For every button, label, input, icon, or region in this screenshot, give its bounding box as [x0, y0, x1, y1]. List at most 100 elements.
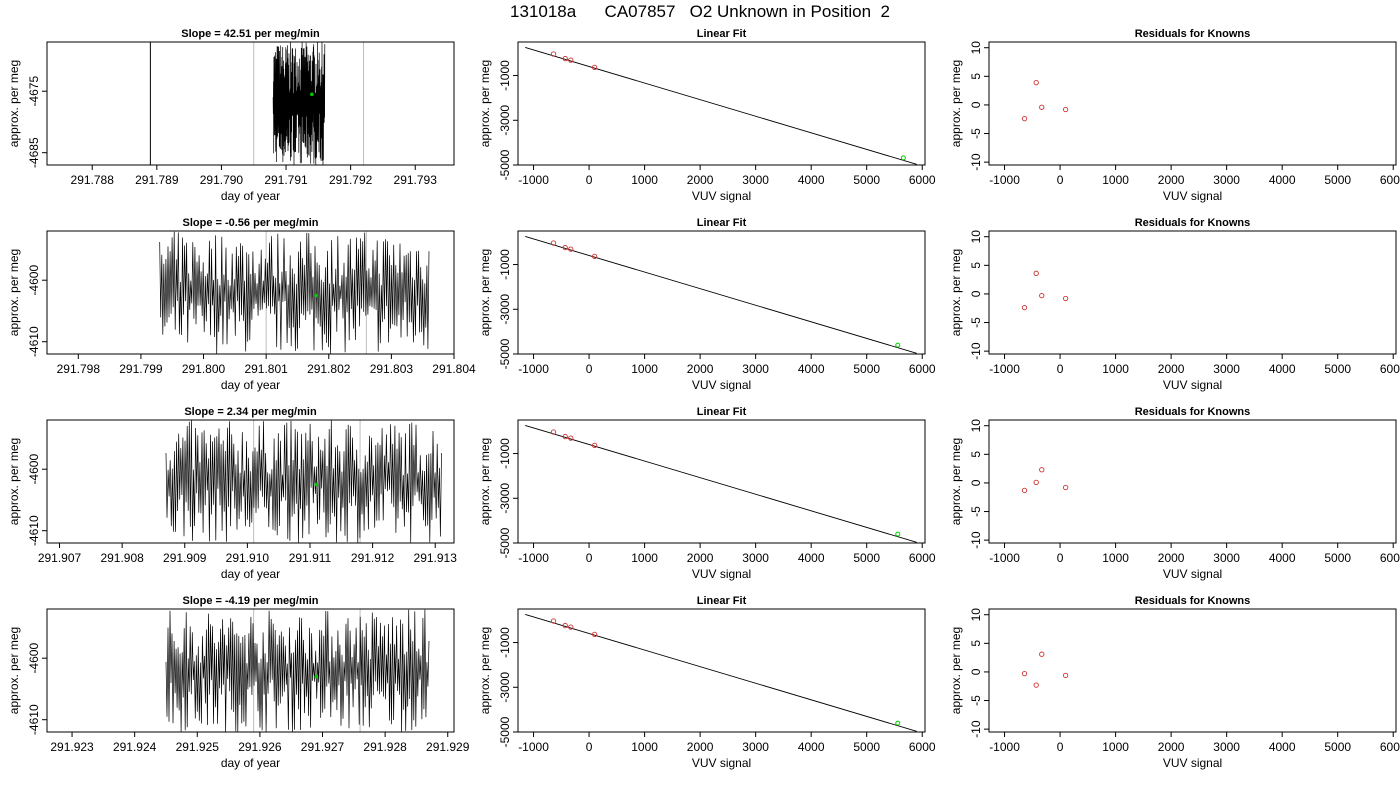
y-tick-label: -5000 [498, 716, 512, 747]
x-tick-label: -1000 [989, 362, 1020, 376]
y-axis-label: approx. per meg [478, 249, 492, 336]
y-tick-label: -4675 [27, 76, 41, 107]
panel-title: Linear Fit [697, 28, 747, 40]
x-tick-label: 0 [1057, 173, 1064, 187]
panel-title: Slope = -4.19 per meg/min [182, 595, 318, 607]
known-point [562, 433, 568, 440]
plot-data [1021, 467, 1069, 494]
x-tick-label: 4000 [798, 173, 825, 187]
x-tick-label: 291.924 [113, 740, 157, 754]
known-point [1021, 116, 1028, 122]
y-tick-label: -3000 [498, 105, 512, 136]
y-axis-label: approx. per meg [7, 438, 21, 525]
plot-data [525, 236, 917, 354]
x-tick-label: 2000 [687, 173, 714, 187]
signal-trace [165, 420, 442, 543]
known-point [1021, 487, 1028, 494]
chart-panel-7: Slope = 2.34 per meg/min 291.907 291.908 29… [7, 406, 457, 581]
y-tick-label: -4685 [27, 137, 41, 168]
known-point [1062, 484, 1069, 491]
x-tick-label: 0 [1057, 362, 1064, 376]
x-tick-label: 4000 [798, 362, 825, 376]
plot-frame [46, 230, 455, 355]
plot-frame [988, 419, 1397, 544]
fit-line [525, 236, 917, 354]
unknown-point [900, 155, 906, 161]
plot-frame [46, 41, 455, 166]
x-tick-label: -1000 [989, 173, 1020, 187]
y-tick-label: -10 [969, 153, 983, 171]
y-tick-label: -10 [969, 342, 983, 360]
plot-frame [46, 608, 455, 733]
known-point [1021, 670, 1028, 677]
x-tick-label: 2000 [687, 362, 714, 376]
known-point [568, 624, 574, 630]
y-tick-label: 5 [969, 451, 983, 458]
x-axis-label: VUV signal [692, 567, 751, 581]
x-tick-label: 1000 [1102, 740, 1129, 754]
fit-line [525, 47, 917, 165]
x-tick-label: 5000 [1324, 551, 1351, 565]
y-tick-label: -10 [969, 720, 983, 738]
x-tick-label: -1000 [989, 551, 1020, 565]
x-tick-label: 291.792 [329, 173, 373, 187]
x-tick-label: 291.913 [414, 551, 458, 565]
x-tick-label: 5000 [853, 551, 880, 565]
x-tick-label: 3000 [742, 173, 769, 187]
chart-panel-10: Slope = -4.19 per meg/min 291.923 291.924 2… [7, 595, 470, 770]
y-axis-label: approx. per meg [949, 249, 963, 336]
x-tick-label: 1000 [631, 362, 658, 376]
x-tick-label: 291.789 [135, 173, 179, 187]
x-tick-label: 1000 [631, 173, 658, 187]
x-tick-label: 0 [586, 551, 593, 565]
x-tick-label: 6000 [1380, 740, 1400, 754]
chart-panel-1: Slope = 42.51 per meg/min 291.788 291.789 2… [7, 28, 455, 203]
x-axis-label: VUV signal [1163, 567, 1222, 581]
panel-title: Linear Fit [697, 406, 747, 418]
plot-data [165, 420, 442, 543]
y-axis-label: approx. per meg [949, 438, 963, 525]
x-tick-label: 0 [1057, 740, 1064, 754]
chart-panel-12: Residuals for Knowns -1000 0 1000 2000 3000 40… [949, 595, 1400, 770]
x-axis-label: VUV signal [692, 756, 751, 770]
y-axis-label: approx. per meg [478, 438, 492, 525]
plot-frame [517, 230, 926, 355]
x-tick-label: 2000 [687, 740, 714, 754]
x-tick-label: 291.909 [163, 551, 207, 565]
x-tick-label: 291.799 [119, 362, 163, 376]
plot-data [525, 614, 917, 732]
unknown-point [895, 720, 901, 726]
x-tick-label: 1000 [631, 740, 658, 754]
x-axis-label: day of year [221, 189, 280, 203]
x-tick-label: 5000 [853, 173, 880, 187]
x-tick-label: 5000 [853, 362, 880, 376]
known-point [550, 618, 557, 624]
unknown-point [895, 531, 901, 537]
known-point [1033, 479, 1039, 486]
x-axis-label: VUV signal [1163, 756, 1222, 770]
y-tick-label: 0 [969, 290, 983, 297]
x-tick-label: 4000 [798, 551, 825, 565]
known-point [568, 246, 574, 252]
y-tick-label: -4610 [27, 515, 41, 546]
x-tick-label: 291.911 [289, 551, 332, 565]
x-tick-label: 5000 [853, 740, 880, 754]
panel-title: Residuals for Knowns [1135, 28, 1251, 40]
x-axis-label: VUV signal [1163, 189, 1222, 203]
known-point [1039, 292, 1045, 299]
known-point [591, 253, 598, 259]
plot-data [525, 47, 917, 165]
known-point [550, 429, 557, 435]
x-tick-label: 6000 [1380, 362, 1400, 376]
plot-data [159, 231, 430, 354]
x-tick-label: 6000 [909, 551, 936, 565]
y-tick-label: 0 [969, 668, 983, 675]
x-tick-label: 291.801 [244, 362, 288, 376]
known-point [1062, 672, 1069, 679]
known-point [1039, 104, 1045, 110]
plot-frame [988, 608, 1397, 733]
panel-title: Residuals for Knowns [1135, 406, 1251, 418]
y-tick-label: -4600 [27, 265, 41, 296]
y-tick-label: 10 [969, 230, 983, 244]
